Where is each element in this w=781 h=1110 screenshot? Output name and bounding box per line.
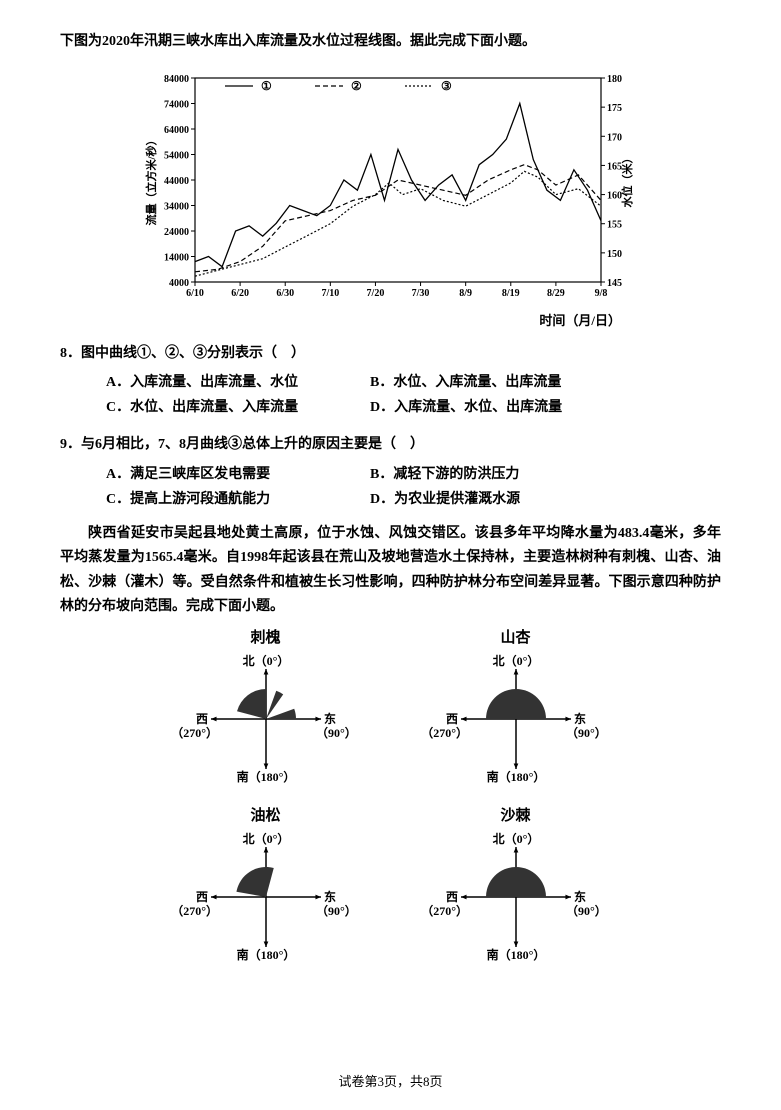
svg-text:8/29: 8/29 bbox=[546, 288, 564, 299]
q9-opt-c: C．提高上游河段通航能力 bbox=[106, 487, 336, 512]
svg-text:水位（米）: 水位（米） bbox=[620, 152, 634, 207]
svg-text:34000: 34000 bbox=[164, 201, 189, 212]
svg-text:145: 145 bbox=[607, 278, 622, 289]
q9-text: 与6月相比，7、8月曲线③总体上升的原因主要是（ ） bbox=[81, 437, 424, 452]
svg-text:155: 155 bbox=[607, 220, 622, 231]
svg-text:（90°）: （90°） bbox=[566, 725, 606, 740]
svg-text:14000: 14000 bbox=[164, 252, 189, 263]
x-axis-label: 时间（月/日） bbox=[60, 310, 621, 329]
svg-text:西: 西 bbox=[445, 890, 457, 904]
q8-opt-d: D．入库流量、水位、出库流量 bbox=[370, 395, 600, 420]
svg-text:西: 西 bbox=[195, 712, 207, 726]
svg-text:南（180°）: 南（180°） bbox=[486, 947, 545, 962]
svg-text:74000: 74000 bbox=[164, 99, 189, 110]
q9-opt-a: A．满足三峡库区发电需要 bbox=[106, 462, 336, 487]
q8-text: 图中曲线①、②、③分别表示（ ） bbox=[81, 346, 305, 361]
svg-text:北（0°）: 北（0°） bbox=[492, 653, 539, 668]
question-8: 8．图中曲线①、②、③分别表示（ ） A．入库流量、出库流量、水位 B．水位、入… bbox=[60, 341, 721, 421]
passage-text: 陕西省延安市吴起县地处黄土高原，位于水蚀、风蚀交错区。该县多年平均降水量为483… bbox=[60, 522, 721, 620]
svg-text:175: 175 bbox=[607, 103, 622, 114]
svg-text:54000: 54000 bbox=[164, 150, 189, 161]
q8-opt-a: A．入库流量、出库流量、水位 bbox=[106, 370, 336, 395]
svg-text:②: ② bbox=[351, 79, 362, 93]
svg-text:7/30: 7/30 bbox=[411, 288, 429, 299]
svg-text:6/10: 6/10 bbox=[186, 288, 204, 299]
question-9: 9．与6月相比，7、8月曲线③总体上升的原因主要是（ ） A．满足三峡库区发电需… bbox=[60, 432, 721, 512]
svg-text:南（180°）: 南（180°） bbox=[236, 947, 295, 962]
svg-text:北（0°）: 北（0°） bbox=[242, 653, 289, 668]
svg-text:64000: 64000 bbox=[164, 125, 189, 136]
q8-num: 8． bbox=[60, 346, 81, 361]
svg-text:（270°）: （270°） bbox=[426, 725, 468, 740]
svg-text:北（0°）: 北（0°） bbox=[492, 831, 539, 846]
svg-text:（270°）: （270°） bbox=[176, 725, 218, 740]
svg-text:流量（立方米/秒）: 流量（立方米/秒） bbox=[144, 134, 158, 225]
svg-text:西: 西 bbox=[195, 890, 207, 904]
svg-text:160: 160 bbox=[607, 190, 622, 201]
q8-opt-c: C．水位、出库流量、入库流量 bbox=[106, 395, 336, 420]
diagram-title: 沙棘 bbox=[411, 804, 621, 825]
q9-opt-b: B．减轻下游的防洪压力 bbox=[370, 462, 600, 487]
svg-text:150: 150 bbox=[607, 249, 622, 260]
svg-text:南（180°）: 南（180°） bbox=[486, 769, 545, 784]
svg-text:东: 东 bbox=[574, 889, 586, 904]
q8-opt-b: B．水位、入库流量、出库流量 bbox=[370, 370, 600, 395]
diagram-title: 山杏 bbox=[411, 626, 621, 647]
svg-text:7/20: 7/20 bbox=[366, 288, 384, 299]
svg-text:东: 东 bbox=[574, 711, 586, 726]
svg-text:8/9: 8/9 bbox=[459, 288, 472, 299]
diagram-title: 油松 bbox=[161, 804, 371, 825]
q9-opt-d: D．为农业提供灌溉水源 bbox=[370, 487, 600, 512]
svg-text:西: 西 bbox=[445, 712, 457, 726]
svg-text:24000: 24000 bbox=[164, 227, 189, 238]
svg-text:44000: 44000 bbox=[164, 176, 189, 187]
page-footer: 试卷第3页，共8页 bbox=[0, 1071, 781, 1090]
svg-text:170: 170 bbox=[607, 132, 622, 143]
svg-text:（90°）: （90°） bbox=[316, 725, 356, 740]
svg-text:6/20: 6/20 bbox=[231, 288, 249, 299]
svg-text:南（180°）: 南（180°） bbox=[236, 769, 295, 784]
svg-text:（90°）: （90°） bbox=[316, 903, 356, 918]
svg-text:6/30: 6/30 bbox=[276, 288, 294, 299]
svg-text:①: ① bbox=[261, 79, 272, 93]
svg-text:东: 东 bbox=[324, 711, 336, 726]
svg-text:7/10: 7/10 bbox=[321, 288, 339, 299]
svg-text:（270°）: （270°） bbox=[426, 903, 468, 918]
svg-text:84000: 84000 bbox=[164, 74, 189, 85]
svg-text:8/19: 8/19 bbox=[501, 288, 519, 299]
svg-text:9/8: 9/8 bbox=[594, 288, 607, 299]
svg-text:③: ③ bbox=[441, 79, 452, 93]
svg-text:165: 165 bbox=[607, 161, 622, 172]
diagram-title: 刺槐 bbox=[161, 626, 371, 647]
svg-text:东: 东 bbox=[324, 889, 336, 904]
svg-text:（270°）: （270°） bbox=[176, 903, 218, 918]
svg-text:北（0°）: 北（0°） bbox=[242, 831, 289, 846]
intro-text: 下图为2020年汛期三峡水库出入库流量及水位过程线图。据此完成下面小题。 bbox=[60, 30, 721, 54]
slope-diagrams: 刺槐北（0°）东（90°）南（180°）西（270°）山杏北（0°）东（90°）… bbox=[161, 626, 621, 972]
q9-num: 9． bbox=[60, 437, 81, 452]
flow-chart: 4000140002400034000440005400064000740008… bbox=[141, 64, 641, 304]
svg-text:（90°）: （90°） bbox=[566, 903, 606, 918]
svg-text:180: 180 bbox=[607, 74, 622, 85]
